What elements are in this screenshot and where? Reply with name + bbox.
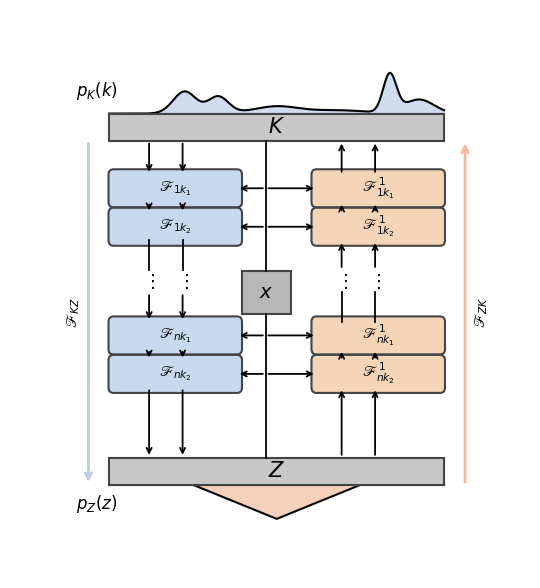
Text: $\mathit{K}$: $\mathit{K}$ [268,117,285,137]
Text: $\mathscr{F}_{ZK}$: $\mathscr{F}_{ZK}$ [474,298,490,328]
Text: $\vdots$: $\vdots$ [143,272,155,290]
Text: $p_Z(z)$: $p_Z(z)$ [76,493,117,514]
Text: $\mathscr{F}^{\,1}_{nk_1}$: $\mathscr{F}^{\,1}_{nk_1}$ [362,323,395,348]
Bar [109,113,444,141]
Text: $\vdots$: $\vdots$ [369,272,381,290]
Bar [109,457,444,485]
Text: $\vdots$: $\vdots$ [336,272,348,290]
FancyBboxPatch shape [312,316,445,355]
Text: $\mathscr{F}_{KZ}$: $\mathscr{F}_{KZ}$ [65,298,82,328]
FancyBboxPatch shape [312,355,445,393]
Text: $\mathscr{F}_{1k_2}$: $\mathscr{F}_{1k_2}$ [159,218,192,236]
FancyBboxPatch shape [109,208,242,246]
FancyBboxPatch shape [109,355,242,393]
FancyBboxPatch shape [312,208,445,246]
Text: $p_K(k)$: $p_K(k)$ [76,80,118,102]
Text: $\mathit{Z}$: $\mathit{Z}$ [268,461,285,481]
Text: $\mathscr{F}_{nk_1}$: $\mathscr{F}_{nk_1}$ [159,326,192,345]
FancyBboxPatch shape [109,316,242,355]
Text: $\mathscr{F}^{\,1}_{1k_1}$: $\mathscr{F}^{\,1}_{1k_1}$ [362,176,395,201]
Text: $\mathscr{F}^{\,1}_{1k_2}$: $\mathscr{F}^{\,1}_{1k_2}$ [362,214,395,239]
FancyBboxPatch shape [312,169,445,208]
Text: $\vdots$: $\vdots$ [177,272,188,290]
Text: $\mathscr{F}^{\,1}_{nk_2}$: $\mathscr{F}^{\,1}_{nk_2}$ [362,362,395,386]
Text: $\mathscr{F}_{1k_1}$: $\mathscr{F}_{1k_1}$ [159,179,192,198]
FancyBboxPatch shape [109,169,242,208]
Text: $\mathscr{F}_{nk_2}$: $\mathscr{F}_{nk_2}$ [159,365,192,383]
Bar [242,271,291,314]
Text: $\mathit{x}$: $\mathit{x}$ [259,283,274,302]
